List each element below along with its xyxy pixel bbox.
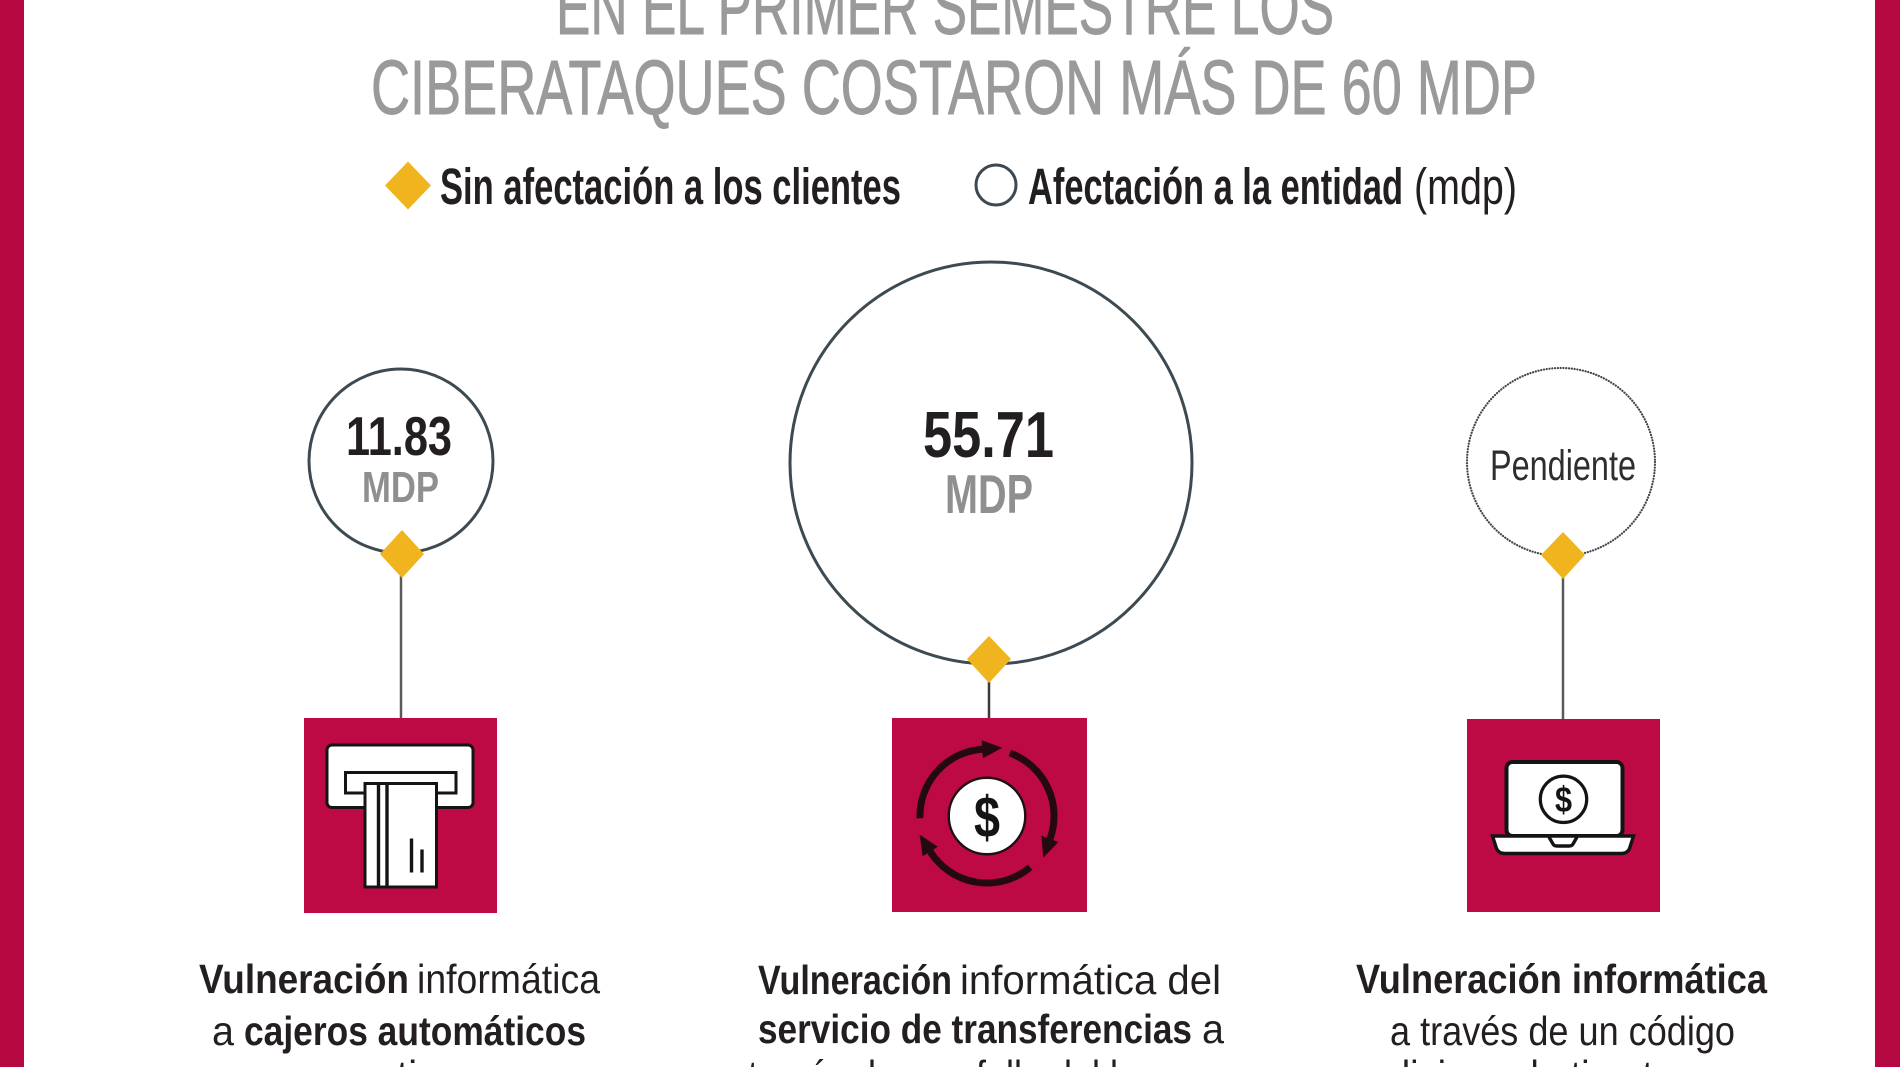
svg-text:MDP: MDP — [945, 463, 1033, 525]
svg-text:cajeros automáticos: cajeros automáticos — [244, 1008, 586, 1054]
svg-text:EN EL PRIMER SEMESTRE LOS: EN EL PRIMER SEMESTRE LOS — [556, 0, 1334, 51]
svg-text:11.83: 11.83 — [346, 405, 452, 467]
svg-text:$: $ — [1555, 779, 1572, 820]
svg-text:informática del: informática del — [960, 957, 1221, 1003]
svg-text:Vulneración informática: Vulneración informática — [1356, 956, 1768, 1002]
svg-text:a: a — [1202, 1006, 1224, 1052]
svg-text:informática: informática — [417, 956, 600, 1002]
svg-text:Pendiente: Pendiente — [1490, 442, 1636, 490]
svg-text:$: $ — [974, 785, 1000, 850]
svg-text:malicioso de tipo troyano: malicioso de tipo troyano — [1349, 1052, 1769, 1067]
svg-text:Vulneración: Vulneración — [199, 956, 409, 1002]
svg-text:servicio de transferencias: servicio de transferencias — [758, 1006, 1192, 1052]
svg-text:a través de un código: a través de un código — [1390, 1008, 1735, 1054]
svg-text:a: a — [212, 1008, 234, 1054]
svg-text:CIBERATAQUES COSTARON MÁS DE 6: CIBERATAQUES COSTARON MÁS DE 60 MDP — [371, 45, 1537, 131]
svg-text:Vulneración: Vulneración — [758, 957, 952, 1003]
svg-text:Afectación a la entidad: Afectación a la entidad — [1028, 158, 1403, 215]
svg-text:través de una falla del banco: través de una falla del banco — [748, 1052, 1208, 1067]
svg-text:(mdp): (mdp) — [1414, 158, 1517, 215]
svg-text:operativos: operativos — [292, 1052, 481, 1067]
svg-text:55.71: 55.71 — [923, 398, 1054, 471]
svg-text:Sin afectación a los clientes: Sin afectación a los clientes — [440, 158, 901, 215]
svg-text:MDP: MDP — [362, 463, 439, 512]
